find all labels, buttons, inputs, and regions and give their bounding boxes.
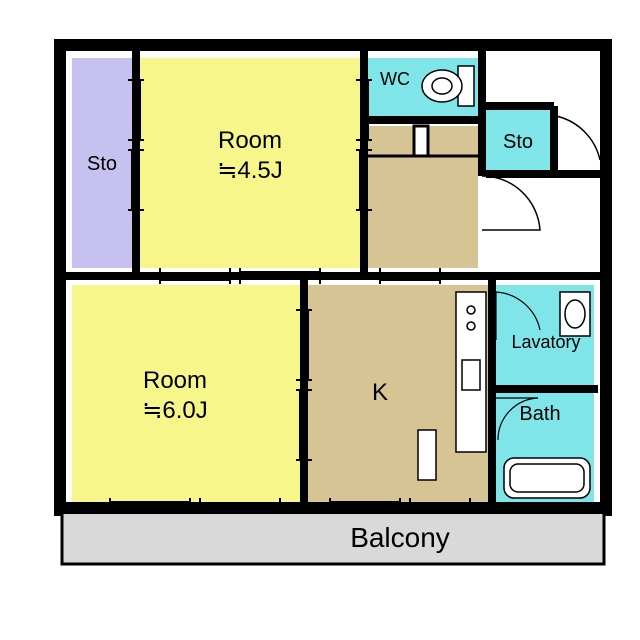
label-balcony: Balcony	[350, 522, 450, 553]
label-room60-s: ≒6.0J	[142, 397, 208, 424]
label-lavatory: Lavatory	[511, 332, 580, 352]
label-room60: Room	[143, 367, 207, 394]
label-bath: Bath	[519, 403, 560, 425]
sink-icon	[560, 292, 590, 336]
entrance-gap	[486, 58, 594, 102]
label-room45: Room	[218, 127, 282, 154]
label-room45-s: ≒4.5J	[217, 157, 283, 184]
balcony	[62, 508, 604, 564]
label-sto-right: Sto	[503, 131, 533, 153]
bathtub-icon	[504, 458, 590, 498]
label-wc: WC	[380, 69, 410, 89]
label-kitchen: K	[372, 379, 388, 406]
floor-plan: Sto Room ≒4.5J WC Sto Room ≒6.0J K Lavat…	[0, 0, 640, 640]
label-sto-left: Sto	[87, 153, 117, 175]
